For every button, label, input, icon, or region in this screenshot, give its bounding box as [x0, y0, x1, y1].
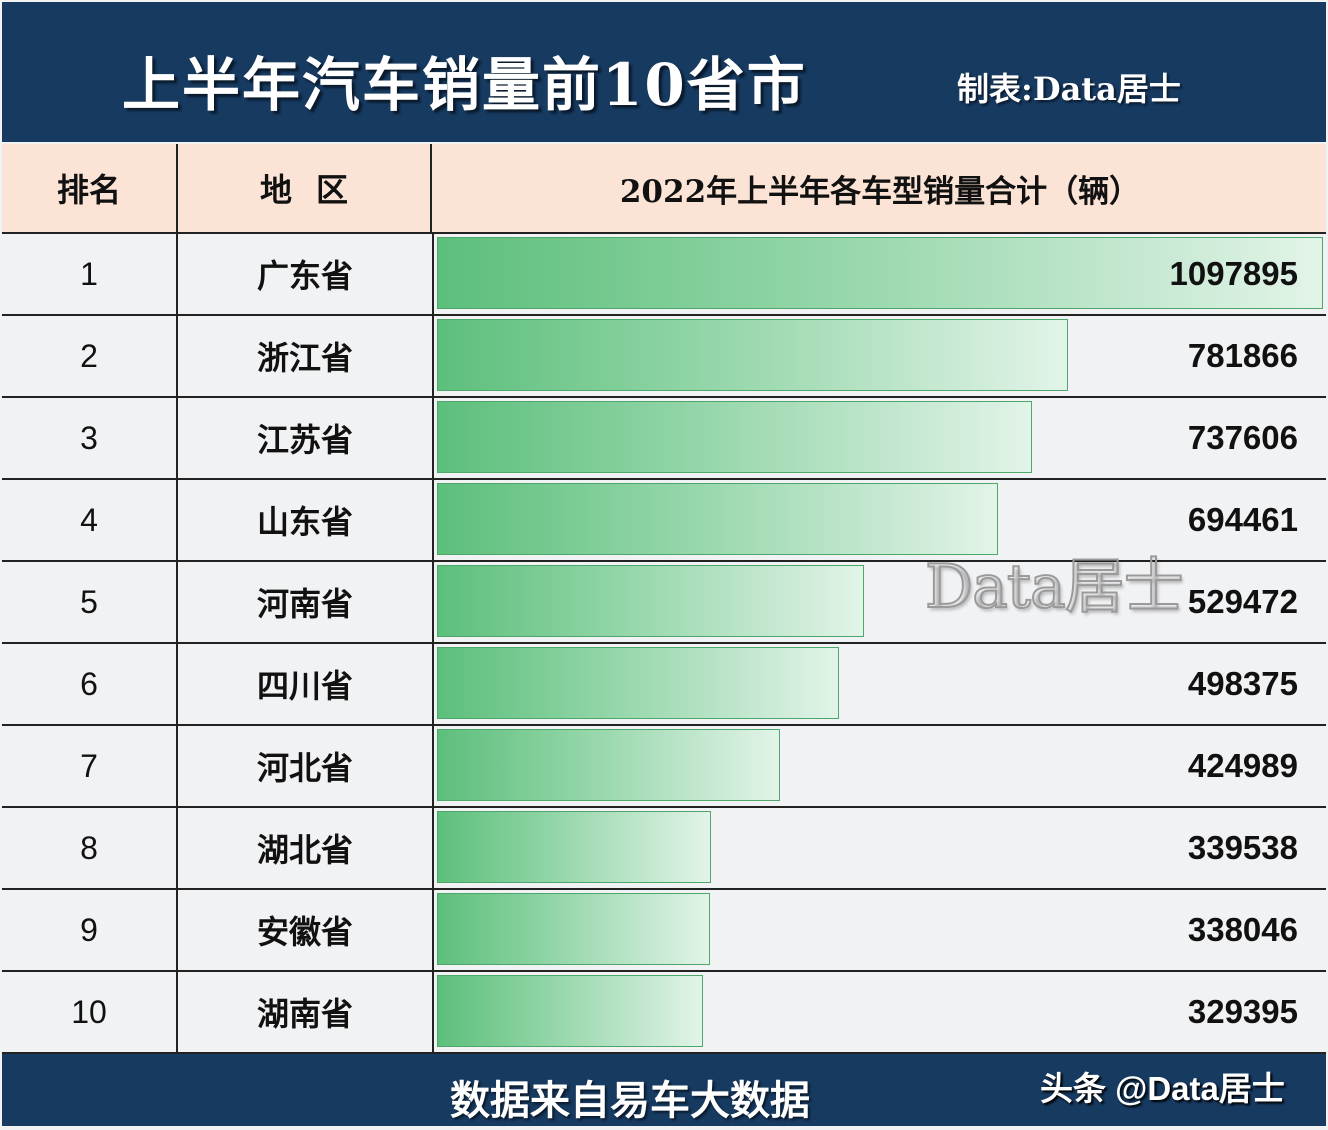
- rank-cell: 10: [2, 972, 178, 1052]
- data-source: 数据来自易车大数据: [450, 1078, 810, 1124]
- data-bar: [437, 811, 711, 883]
- table-row: 6 四川省 498375: [2, 644, 1326, 726]
- sales-cell: 781866: [434, 316, 1326, 396]
- region-cell: 四川省: [178, 644, 434, 724]
- table-row: 2 浙江省 781866: [2, 316, 1326, 398]
- sales-value: 1097895: [1169, 255, 1298, 292]
- sales-cell: 529472: [434, 562, 1326, 642]
- title-banner: 上半年汽车销量前10省市 制表:Data居士: [2, 2, 1326, 142]
- rank-cell: 9: [2, 890, 178, 970]
- table-row: 8 湖北省 339538: [2, 808, 1326, 890]
- sales-value: 424989: [1187, 747, 1298, 784]
- table-row: 1 广东省 1097895: [2, 234, 1326, 316]
- rank-cell: 2: [2, 316, 178, 396]
- data-bar: [437, 975, 703, 1047]
- sales-cell: 737606: [434, 398, 1326, 478]
- data-bar: [437, 319, 1068, 391]
- sales-value: 339538: [1187, 829, 1298, 866]
- column-header-region: 地区: [178, 144, 432, 232]
- data-bar: [437, 237, 1323, 309]
- sales-value: 498375: [1187, 665, 1298, 702]
- column-header-sales: 2022年上半年各车型销量合计（辆）: [619, 173, 1141, 210]
- column-header-rank: 排名: [2, 144, 178, 232]
- table-row: 3 江苏省 737606: [2, 398, 1326, 480]
- data-bar: [437, 483, 998, 555]
- table-credit: 制表:Data居士: [957, 70, 1181, 108]
- rank-cell: 3: [2, 398, 178, 478]
- table-row: 10 湖南省 329395: [2, 972, 1326, 1054]
- rank-cell: 5: [2, 562, 178, 642]
- sales-value: 781866: [1187, 337, 1298, 374]
- region-cell: 河南省: [178, 562, 434, 642]
- sales-value: 529472: [1187, 583, 1298, 620]
- region-cell: 河北省: [178, 726, 434, 806]
- sales-value: 329395: [1187, 993, 1298, 1030]
- region-cell: 安徽省: [178, 890, 434, 970]
- rank-cell: 8: [2, 808, 178, 888]
- data-bar: [437, 729, 780, 801]
- region-cell: 江苏省: [178, 398, 434, 478]
- table-body: 1 广东省 1097895 2 浙江省 781866 3 江苏省 737606 4 山东省 69…: [2, 234, 1326, 1054]
- author-handle: 头条 @Data居士: [1040, 1070, 1285, 1107]
- rank-cell: 6: [2, 644, 178, 724]
- sales-value: 737606: [1187, 419, 1298, 456]
- sales-cell: 338046: [434, 890, 1326, 970]
- region-cell: 广东省: [178, 234, 434, 314]
- sales-cell: 498375: [434, 644, 1326, 724]
- footer-banner: 数据来自易车大数据 头条 @Data居士: [2, 1054, 1326, 1126]
- region-cell: 湖北省: [178, 808, 434, 888]
- rank-cell: 7: [2, 726, 178, 806]
- data-bar: [437, 565, 864, 637]
- table-row: 9 安徽省 338046: [2, 890, 1326, 972]
- table-header: 排名 地区 2022年上半年各车型销量合计（辆）: [2, 144, 1326, 235]
- table-row: 5 河南省 529472: [2, 562, 1326, 644]
- table-row: 4 山东省 694461: [2, 480, 1326, 562]
- sales-cell: 694461: [434, 480, 1326, 560]
- data-bar: [437, 647, 839, 719]
- data-bar: [437, 893, 710, 965]
- rank-cell: 4: [2, 480, 178, 560]
- sales-cell: 329395: [434, 972, 1326, 1052]
- sales-value: 694461: [1187, 501, 1298, 538]
- data-bar: [437, 401, 1032, 473]
- sales-cell: 339538: [434, 808, 1326, 888]
- rank-cell: 1: [2, 234, 178, 314]
- region-cell: 湖南省: [178, 972, 434, 1052]
- page-title: 上半年汽车销量前10省市: [122, 51, 807, 119]
- region-cell: 山东省: [178, 480, 434, 560]
- region-cell: 浙江省: [178, 316, 434, 396]
- sales-value: 338046: [1187, 911, 1298, 948]
- sales-cell: 1097895: [434, 234, 1326, 314]
- sales-cell: 424989: [434, 726, 1326, 806]
- table-row: 7 河北省 424989: [2, 726, 1326, 808]
